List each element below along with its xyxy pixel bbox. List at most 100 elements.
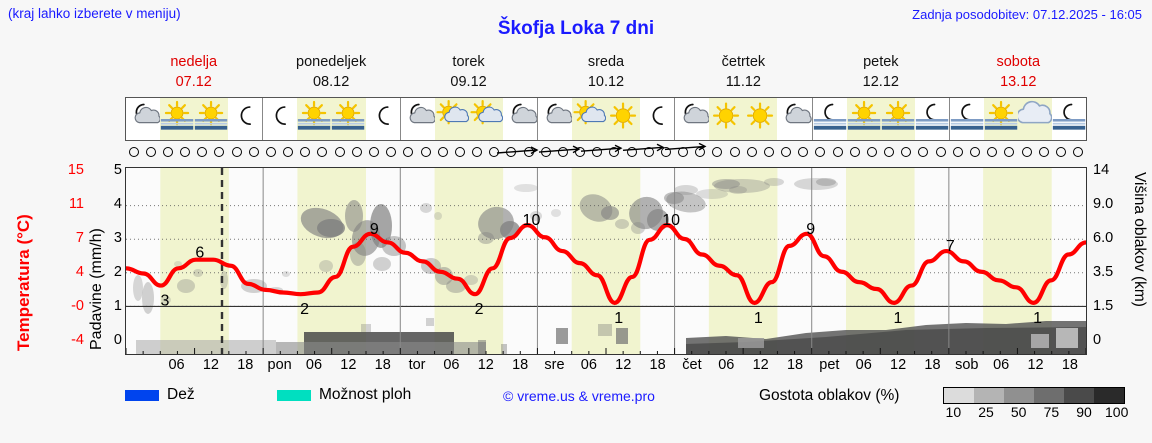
wind-cell (571, 143, 588, 161)
time-label-9: 06 (443, 357, 460, 373)
weather-icon-moon-fog (811, 98, 847, 140)
sun-cloud-icon (572, 98, 607, 140)
temp-extreme-label: 3 (160, 293, 169, 310)
weather-icon-moon-cloud (536, 98, 573, 140)
time-label-22: 12 (890, 357, 907, 373)
wind-cell (932, 143, 949, 161)
weather-icon-sun (709, 98, 744, 140)
sun-fog-icon (847, 98, 881, 140)
wind-calm-icon (884, 147, 895, 157)
wind-calm-icon (798, 147, 809, 157)
wind-cell (314, 143, 331, 161)
day-header-6: sobota 13.12 (950, 52, 1087, 94)
day-name: nedelja (170, 54, 218, 70)
wind-cell (159, 143, 176, 161)
wind-cell (623, 143, 640, 161)
weather-icon-strip (125, 97, 1087, 141)
page-title: Škofja Loka 7 dni (497, 18, 655, 39)
wind-calm-icon (660, 147, 671, 157)
time-label-1: 06 (168, 357, 185, 373)
wind-cell (554, 143, 571, 161)
precipitation-tick-3: 2 (113, 264, 122, 280)
day-date: 11.12 (725, 74, 761, 90)
cloud-density-value-2: 50 (1010, 404, 1027, 420)
day-name: sreda (587, 54, 625, 70)
day-date: 07.12 (175, 74, 212, 90)
weather-icon-sun-cloud (434, 98, 469, 140)
temp-extreme-label: 1 (754, 310, 763, 327)
wind-calm-icon (695, 147, 706, 157)
plot-canvas: 3629210110191718 (126, 168, 1086, 354)
moon-cloud-icon (503, 98, 538, 140)
time-label-4: pon (267, 357, 292, 373)
day-name: torek (452, 54, 485, 70)
wind-calm-icon (970, 147, 980, 157)
wind-calm-icon (300, 147, 311, 157)
wind-calm-icon (420, 147, 431, 157)
cloud-tick-3: 3.5 (1093, 264, 1114, 280)
wind-cell (778, 143, 795, 161)
wind-calm-icon (386, 147, 397, 157)
sun-cloud-icon (469, 98, 503, 140)
day-header-1: ponedeljek 08.12 (262, 52, 399, 94)
wind-calm-icon (489, 147, 500, 157)
weather-icon-moon-cloud (399, 98, 436, 140)
copyright-link[interactable]: © vreme.us & vreme.pro (503, 388, 655, 404)
wind-cell (726, 143, 743, 161)
wind-calm-icon (283, 147, 294, 157)
cloud-density-value-4: 90 (1076, 404, 1092, 420)
wind-cell (125, 143, 142, 161)
temp-extreme-label: 1 (1033, 310, 1042, 327)
wind-cell (743, 143, 760, 161)
day-header-3: sreda 10.12 (537, 52, 674, 94)
wind-cell (606, 143, 623, 161)
precipitation-tick-0: 5 (113, 162, 122, 178)
weather-icon-cloud (1016, 98, 1053, 140)
cloud-tick-4: 1.5 (1093, 298, 1114, 314)
precipitation-tick-1: 4 (113, 196, 122, 212)
time-label-25: 06 (993, 357, 1010, 373)
cloud-density-label: Gostota oblakov (%) (759, 387, 900, 404)
day-header-row: nedelja 07.12 ponedeljek 08.12 torek 09.12 sre… (125, 52, 1087, 94)
wind-cell (142, 143, 159, 161)
wind-calm-icon (918, 147, 929, 157)
wind-cell (1069, 143, 1086, 161)
temp-extreme-label: 2 (300, 301, 309, 318)
wind-calm-icon (557, 147, 568, 157)
moon-cloud-icon (401, 98, 436, 140)
wind-indicator-row (125, 143, 1087, 161)
weather-icon-sun-fog (160, 98, 195, 140)
wind-calm-icon (763, 147, 774, 157)
temperature-tick-2: 7 (75, 230, 84, 246)
wind-calm-icon (781, 147, 792, 157)
wind-calm-icon (832, 147, 843, 157)
wind-cell (640, 143, 657, 161)
temp-extreme-label: 1 (894, 310, 903, 327)
cloud-density-step-1 (974, 388, 1004, 403)
wind-cell (348, 143, 365, 161)
time-label-13: 06 (580, 357, 597, 373)
time-label-17: 06 (718, 357, 735, 373)
wind-calm-icon (214, 147, 225, 157)
weather-icon-moon-fog (1052, 98, 1086, 140)
weather-icon-moon-cloud (126, 98, 161, 140)
weather-icon-moon-fog (948, 98, 984, 140)
wind-calm-icon (952, 147, 963, 157)
weather-icon-moon-cloud (503, 98, 538, 140)
moon-fog-icon (813, 98, 847, 140)
temp-extreme-label: 9 (370, 221, 379, 238)
time-axis-labels: 06 12 18 pon 06 12 18 tor 06 12 18 sre 06 12 18 čet 06 12… (125, 357, 1087, 377)
wind-cell (331, 143, 348, 161)
day-date: 08.12 (312, 74, 350, 90)
precipitation-tick-2: 3 (113, 230, 122, 246)
wind-calm-icon (351, 147, 362, 157)
sun-icon (606, 98, 640, 140)
wind-cell (709, 143, 726, 161)
day-name: ponedeljek (296, 54, 367, 70)
wind-calm-icon (643, 147, 654, 157)
weather-icon-moon (228, 98, 262, 140)
time-label-23: 18 (924, 357, 941, 373)
time-label-20: pet (819, 357, 840, 373)
wind-calm-icon (128, 147, 139, 157)
time-label-18: 12 (752, 357, 769, 373)
